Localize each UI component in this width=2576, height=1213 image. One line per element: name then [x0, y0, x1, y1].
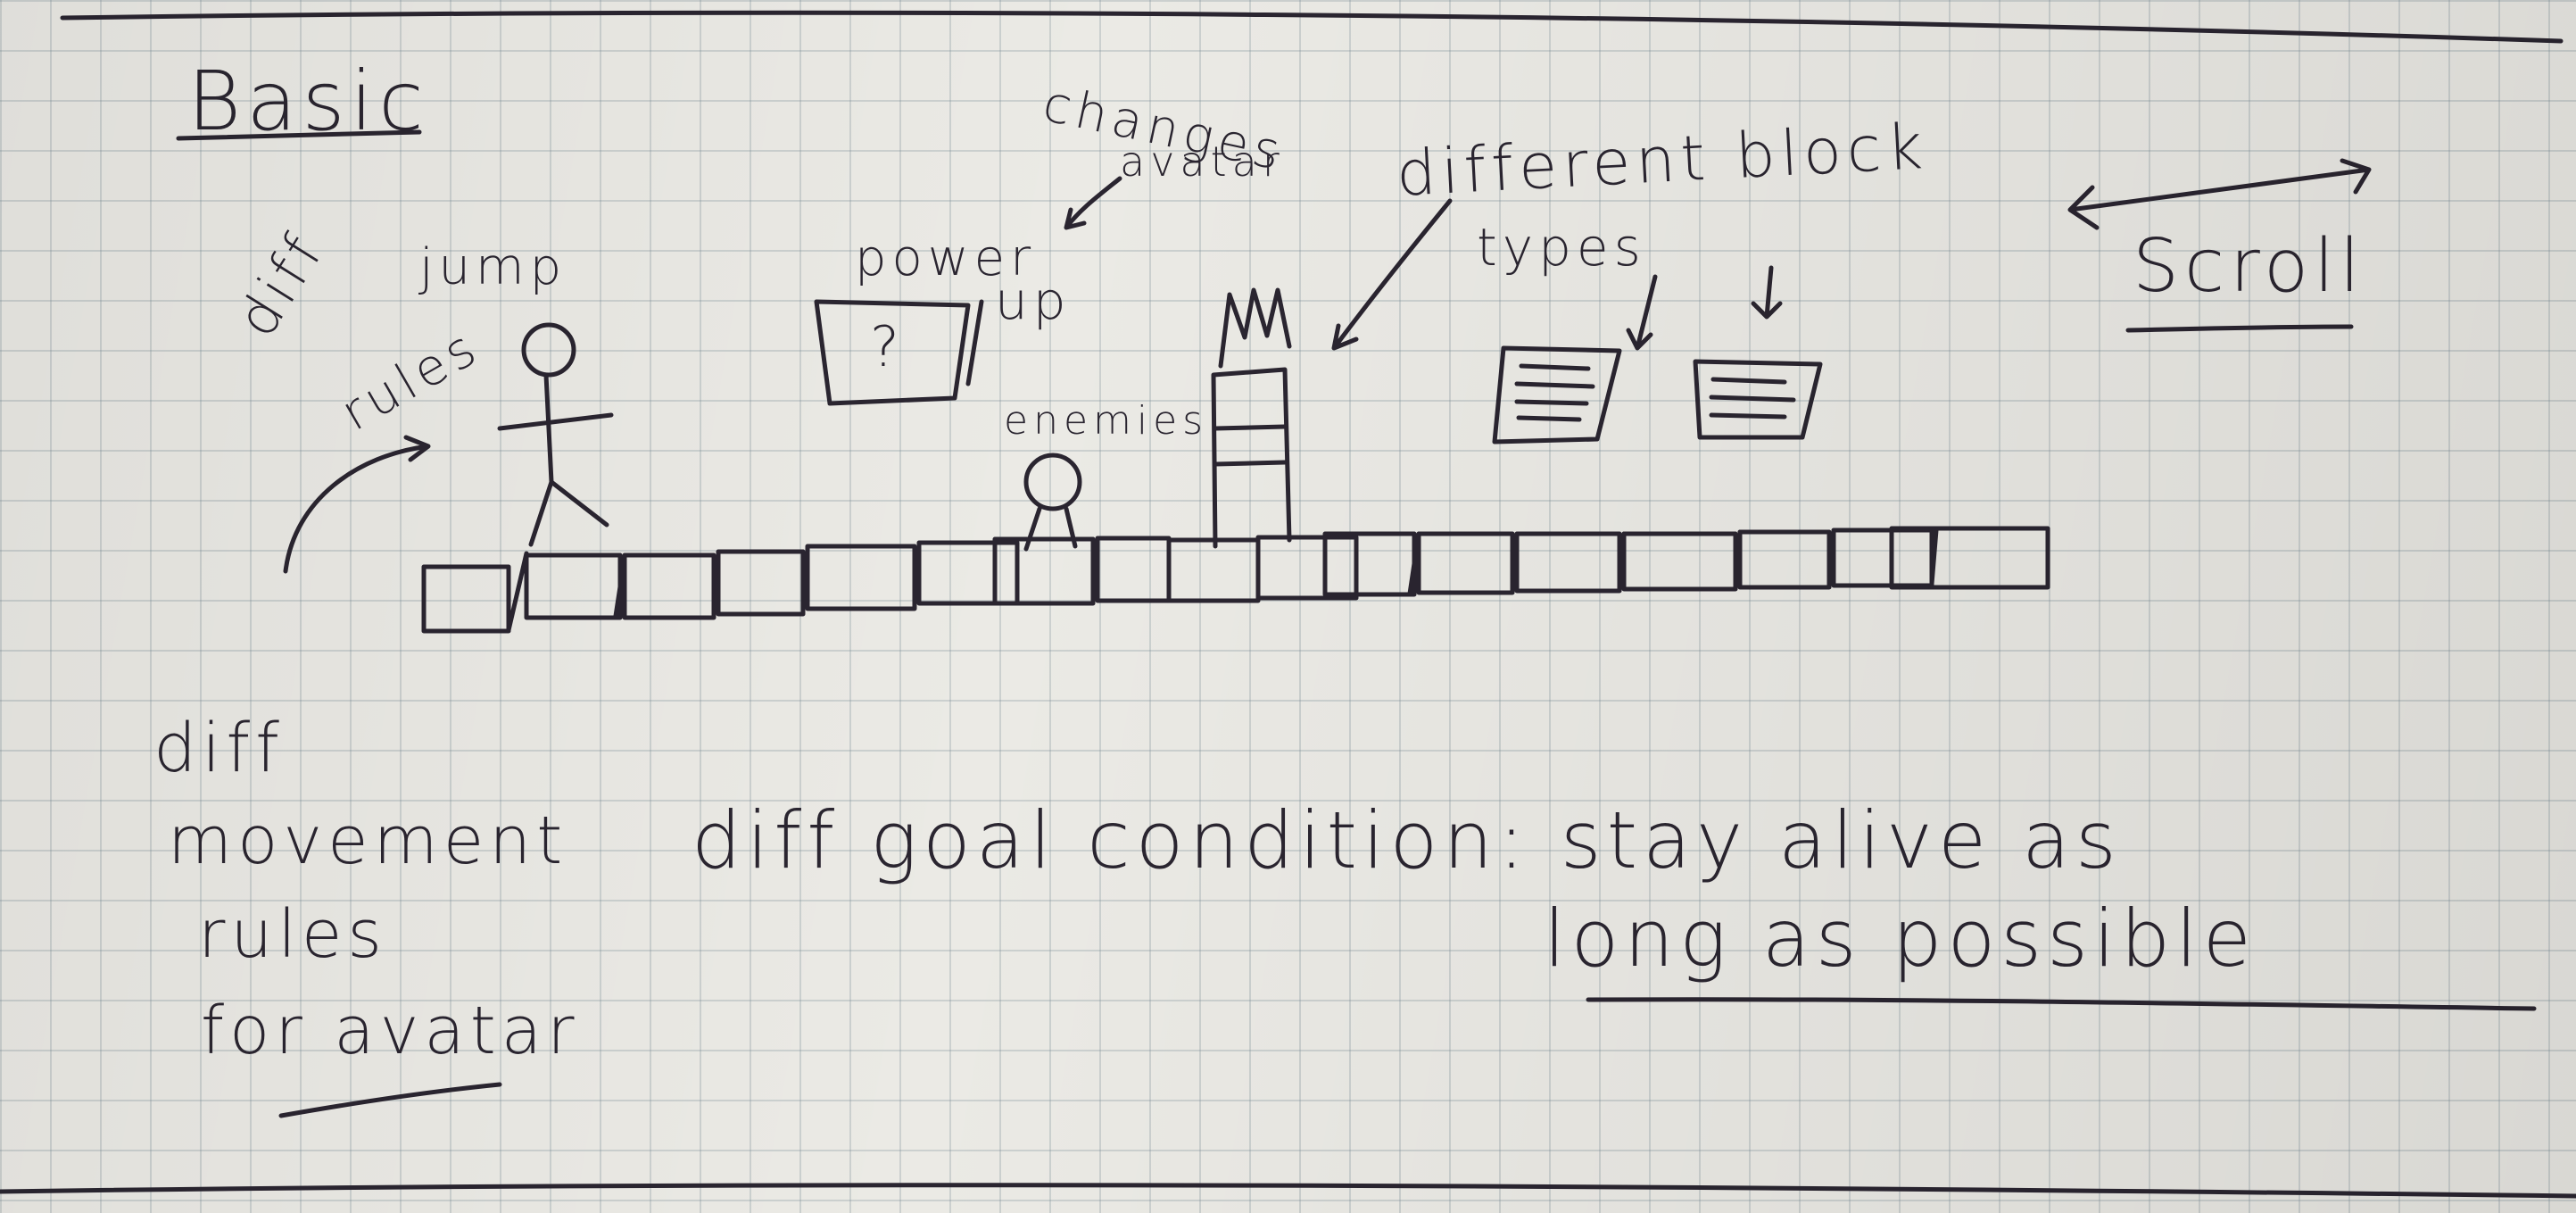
title-basic: Basic — [187, 54, 429, 149]
label-power: power — [855, 229, 1037, 287]
avatar-stick-figure — [497, 322, 614, 547]
goal-condition-line-1: diff goal condition: stay alive as — [692, 794, 2122, 886]
top-edge-line — [60, 10, 2564, 44]
goal-underline — [1586, 997, 2537, 1011]
scroll-underline — [2125, 324, 2354, 333]
label-diff-movement-3: rules — [198, 896, 387, 973]
label-diff-movement-4: for avatar — [201, 993, 580, 1069]
label-scroll: Scroll — [2133, 224, 2365, 309]
label-diff-movement-1: diff — [153, 708, 285, 787]
tower-structure — [1211, 287, 1292, 549]
block-type-2 — [1693, 359, 1823, 440]
changes-avatar-arrow — [1064, 176, 1122, 230]
enemy-figure — [1023, 453, 1082, 552]
label-avatar-top: avatar — [1120, 137, 1285, 186]
ground-blocks — [421, 526, 2050, 634]
different-block-arrow — [1331, 198, 1453, 351]
block-type-1 — [1492, 345, 1622, 444]
types-arrow-1 — [1626, 274, 1658, 351]
avatar-underline — [278, 1082, 502, 1118]
basic-underline — [176, 129, 422, 141]
scroll-arrow — [2067, 158, 2372, 230]
jump-rules-arrow — [283, 435, 431, 574]
power-up-question-mark: ? — [870, 314, 905, 379]
label-diff-jump-2: jump — [419, 238, 567, 296]
label-diff-movement-2: movement — [168, 802, 568, 879]
power-up-box — [814, 299, 984, 406]
label-up: up — [995, 270, 1072, 331]
label-enemies: enemies — [1004, 398, 1209, 444]
goal-condition-line-2: long as possible — [1544, 893, 2257, 985]
bottom-edge-line — [0, 1183, 2576, 1199]
label-types: types — [1477, 217, 1646, 278]
types-arrow-2 — [1751, 265, 1783, 320]
